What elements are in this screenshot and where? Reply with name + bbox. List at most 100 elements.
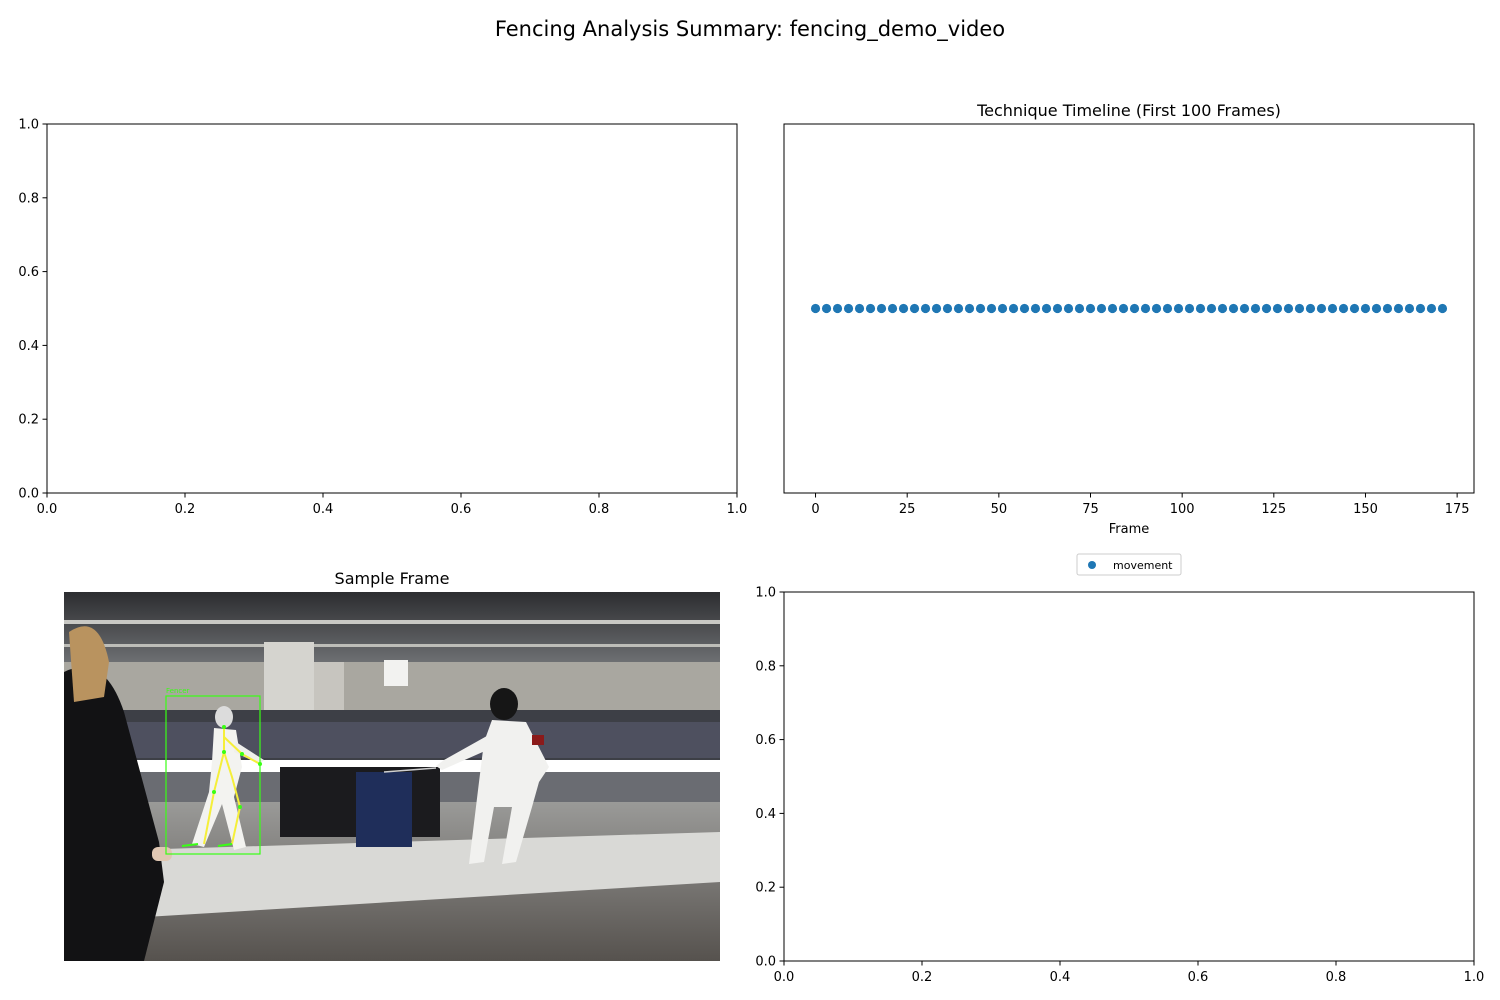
timeline-point xyxy=(931,303,942,314)
timeline-xlabel: Frame xyxy=(1109,522,1150,537)
timeline-point xyxy=(1283,303,1294,314)
timeline-point xyxy=(1063,303,1074,314)
timeline-point xyxy=(964,303,975,314)
xtick-label: 0.2 xyxy=(175,502,196,517)
ytick-label: 0.4 xyxy=(755,807,776,822)
timeline-point xyxy=(953,303,964,314)
timeline-point xyxy=(843,303,854,314)
timeline-point xyxy=(876,303,887,314)
xtick-label: 1.0 xyxy=(727,502,748,517)
photo-fencer-left xyxy=(192,706,264,850)
timeline-point xyxy=(1294,303,1305,314)
timeline-point xyxy=(854,303,865,314)
timeline-point xyxy=(1008,303,1019,314)
timeline-point xyxy=(1129,303,1140,314)
timeline-point xyxy=(810,303,821,314)
xtick-label: 1.0 xyxy=(1464,970,1485,985)
timeline-point xyxy=(1239,303,1250,314)
ytick-label: 0.0 xyxy=(755,955,776,970)
xtick-label: 0 xyxy=(811,502,819,517)
timeline-legend: movement xyxy=(1076,553,1182,576)
photo-fencer-right xyxy=(383,688,549,864)
timeline-point xyxy=(942,303,953,314)
timeline-xticks: 0 25 50 75 100 125 150 175 xyxy=(811,493,1470,517)
xtick-label: 75 xyxy=(1082,502,1099,517)
timeline-point xyxy=(1228,303,1239,314)
timeline-point xyxy=(1327,303,1338,314)
axes-bottom-right-xticks: 0.0 0.2 0.4 0.6 0.8 1.0 xyxy=(774,961,1485,985)
timeline-point xyxy=(1272,303,1283,314)
sample-frame-title: Sample Frame xyxy=(335,569,450,588)
timeline-point xyxy=(1173,303,1184,314)
xtick-label: 0.0 xyxy=(774,970,795,985)
timeline-point xyxy=(1118,303,1129,314)
timeline-point xyxy=(1151,303,1162,314)
xtick-label: 125 xyxy=(1261,502,1286,517)
timeline-point xyxy=(1349,303,1360,314)
timeline-point xyxy=(1393,303,1404,314)
timeline-point xyxy=(887,303,898,314)
timeline-point xyxy=(1316,303,1327,314)
xtick-label: 25 xyxy=(899,502,916,517)
photo-detection-overlay: Fencer xyxy=(165,687,262,855)
ytick-label: 0.6 xyxy=(18,265,39,280)
timeline-point xyxy=(1019,303,1030,314)
timeline-point xyxy=(1305,303,1316,314)
axes-bottom-right-yticks: 0.0 0.2 0.4 0.6 0.8 1.0 xyxy=(755,586,784,970)
timeline-point xyxy=(1415,303,1426,314)
timeline-point xyxy=(1074,303,1085,314)
ytick-label: 0.2 xyxy=(755,881,776,896)
timeline-point xyxy=(1195,303,1206,314)
timeline-point xyxy=(821,303,832,314)
timeline-point xyxy=(1052,303,1063,314)
timeline-frame xyxy=(783,123,1475,494)
timeline-point xyxy=(1404,303,1415,314)
xtick-label: 50 xyxy=(991,502,1008,517)
timeline-point xyxy=(898,303,909,314)
timeline-point xyxy=(1217,303,1228,314)
timeline-point xyxy=(1371,303,1382,314)
xtick-label: 150 xyxy=(1353,502,1378,517)
timeline-point xyxy=(997,303,1008,314)
figure-suptitle: Fencing Analysis Summary: fencing_demo_v… xyxy=(495,17,1005,42)
timeline-legend-box xyxy=(1076,553,1182,576)
timeline-point xyxy=(1382,303,1393,314)
xtick-label: 0.2 xyxy=(912,970,933,985)
timeline-point xyxy=(909,303,920,314)
ytick-label: 1.0 xyxy=(755,586,776,601)
detection-label: Fencer xyxy=(166,687,190,695)
ytick-label: 0.8 xyxy=(755,659,776,674)
timeline-point xyxy=(1437,303,1448,314)
timeline-points xyxy=(810,303,1448,314)
timeline-point xyxy=(1360,303,1371,314)
timeline-legend-marker xyxy=(1088,561,1096,569)
axes-technique-timeline: Technique Timeline (First 100 Frames) 0 2… xyxy=(783,101,1475,576)
timeline-point xyxy=(986,303,997,314)
xtick-label: 0.4 xyxy=(313,502,334,517)
timeline-point xyxy=(1206,303,1217,314)
xtick-label: 0.8 xyxy=(589,502,610,517)
timeline-point xyxy=(1107,303,1118,314)
timeline-point xyxy=(1426,303,1437,314)
axes-top-left-yticks: 0.0 0.2 0.4 0.6 0.8 1.0 xyxy=(18,118,47,502)
timeline-legend-label: movement xyxy=(1113,559,1173,572)
xtick-label: 0.0 xyxy=(37,502,58,517)
axes-top-left: 0.0 0.2 0.4 0.6 0.8 1.0 0.0 0.2 0.4 0.6 0.8 1.0 xyxy=(18,118,747,518)
ytick-label: 0.0 xyxy=(18,487,39,502)
ytick-label: 0.2 xyxy=(18,413,39,428)
xtick-label: 0.8 xyxy=(1326,970,1347,985)
ytick-label: 0.6 xyxy=(755,733,776,748)
axes-top-left-frame xyxy=(46,123,738,494)
timeline-point xyxy=(1184,303,1195,314)
timeline-point xyxy=(1162,303,1173,314)
detection-bounding-box xyxy=(165,695,261,855)
timeline-point xyxy=(920,303,931,314)
axes-bottom-right: 0.0 0.2 0.4 0.6 0.8 1.0 0.0 0.2 0.4 0.6 0.8 1.0 xyxy=(755,586,1484,986)
xtick-label: 0.4 xyxy=(1050,970,1071,985)
photo-referee-left xyxy=(64,626,172,961)
xtick-label: 100 xyxy=(1170,502,1195,517)
timeline-point xyxy=(1338,303,1349,314)
timeline-title: Technique Timeline (First 100 Frames) xyxy=(976,101,1281,120)
photo-background xyxy=(64,592,720,961)
